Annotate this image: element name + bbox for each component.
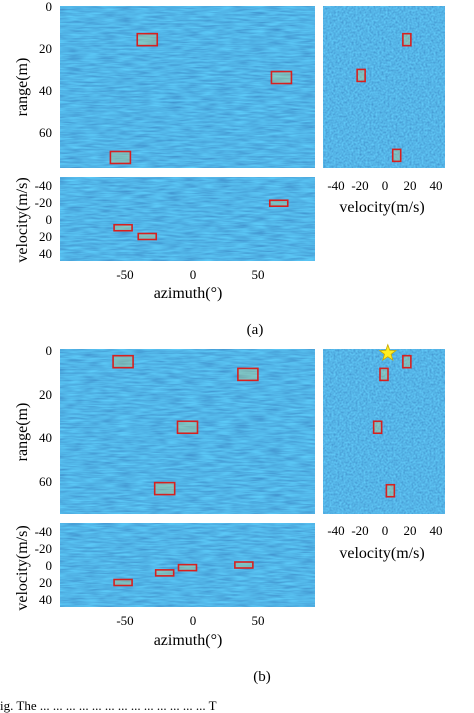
target-box bbox=[372, 420, 383, 435]
tick-label: -40 bbox=[35, 524, 52, 539]
tick-label: 60 bbox=[39, 125, 52, 140]
x-axis-label: velocity(m/s) bbox=[339, 199, 424, 216]
caption-a: (a) bbox=[247, 322, 264, 338]
target-box bbox=[268, 199, 289, 208]
y-axis-label: range(m) bbox=[14, 403, 31, 462]
caption-b: (b) bbox=[253, 669, 271, 685]
target-box bbox=[113, 223, 133, 232]
tick-label: 20 bbox=[39, 387, 52, 402]
tick-label: 20 bbox=[39, 575, 52, 590]
tick-label: 50 bbox=[252, 267, 265, 282]
target-box bbox=[112, 354, 134, 369]
tick-label: 0 bbox=[46, 0, 53, 14]
y-axis-label: velocity(m/s) bbox=[14, 525, 31, 610]
tick-label: 0 bbox=[190, 613, 197, 628]
target-box bbox=[154, 569, 175, 577]
target-box bbox=[176, 420, 199, 435]
target-box bbox=[113, 578, 133, 587]
tick-label: 20 bbox=[404, 523, 417, 538]
tick-label: -40 bbox=[327, 523, 344, 538]
tick-label: 0 bbox=[382, 523, 389, 538]
tick-label: 20 bbox=[39, 41, 52, 56]
tick-label: 40 bbox=[39, 246, 52, 261]
target-box bbox=[153, 481, 176, 496]
tick-label: 20 bbox=[39, 229, 52, 244]
panel-a: 0 20 40 60 range(m) -40 -20 0 20 40 velo… bbox=[14, 0, 445, 338]
target-box bbox=[137, 232, 158, 241]
target-box bbox=[402, 354, 412, 369]
target-box bbox=[385, 483, 396, 498]
trailing-text: ig. The ... ... ... ... ... ... ... ... … bbox=[0, 698, 217, 713]
target-box bbox=[177, 563, 198, 572]
target-box bbox=[136, 32, 159, 47]
tick-label: 0 bbox=[382, 178, 389, 193]
x-axis-label: azimuth(°) bbox=[154, 285, 223, 302]
target-box bbox=[237, 367, 259, 382]
y-axis-label: velocity(m/s) bbox=[14, 177, 31, 262]
tick-label: 0 bbox=[46, 343, 53, 358]
tick-label: 40 bbox=[39, 592, 52, 607]
panel-b: 0 20 40 60 range(m) -40 -20 0 20 40 velo… bbox=[14, 343, 445, 685]
y-axis-label: range(m) bbox=[14, 58, 31, 117]
x-axis-label: azimuth(°) bbox=[154, 632, 223, 649]
star-icon bbox=[378, 343, 398, 362]
x-axis-label: velocity(m/s) bbox=[339, 545, 424, 562]
tick-label: 0 bbox=[46, 558, 53, 573]
tick-label: 40 bbox=[39, 83, 52, 98]
tick-label: -50 bbox=[116, 267, 133, 282]
tick-label: 40 bbox=[430, 178, 443, 193]
tick-label: 20 bbox=[404, 178, 417, 193]
target-box bbox=[379, 367, 389, 382]
target-box bbox=[270, 70, 293, 85]
tick-label: -20 bbox=[351, 178, 368, 193]
tick-label: -40 bbox=[35, 178, 52, 193]
target-box bbox=[391, 148, 402, 163]
tick-label: -40 bbox=[327, 178, 344, 193]
tick-label: 0 bbox=[190, 267, 197, 282]
tick-label: -20 bbox=[351, 523, 368, 538]
target-box bbox=[356, 68, 366, 83]
tick-label: 60 bbox=[39, 474, 52, 489]
tick-label: 0 bbox=[46, 212, 53, 227]
tick-label: -20 bbox=[35, 195, 52, 210]
tick-label: 40 bbox=[430, 523, 443, 538]
tick-label: 50 bbox=[252, 613, 265, 628]
target-box bbox=[402, 32, 412, 47]
tick-label: -20 bbox=[35, 541, 52, 556]
target-box bbox=[234, 561, 254, 569]
tick-label: -50 bbox=[116, 613, 133, 628]
tick-label: 40 bbox=[39, 430, 52, 445]
target-box bbox=[109, 150, 132, 165]
